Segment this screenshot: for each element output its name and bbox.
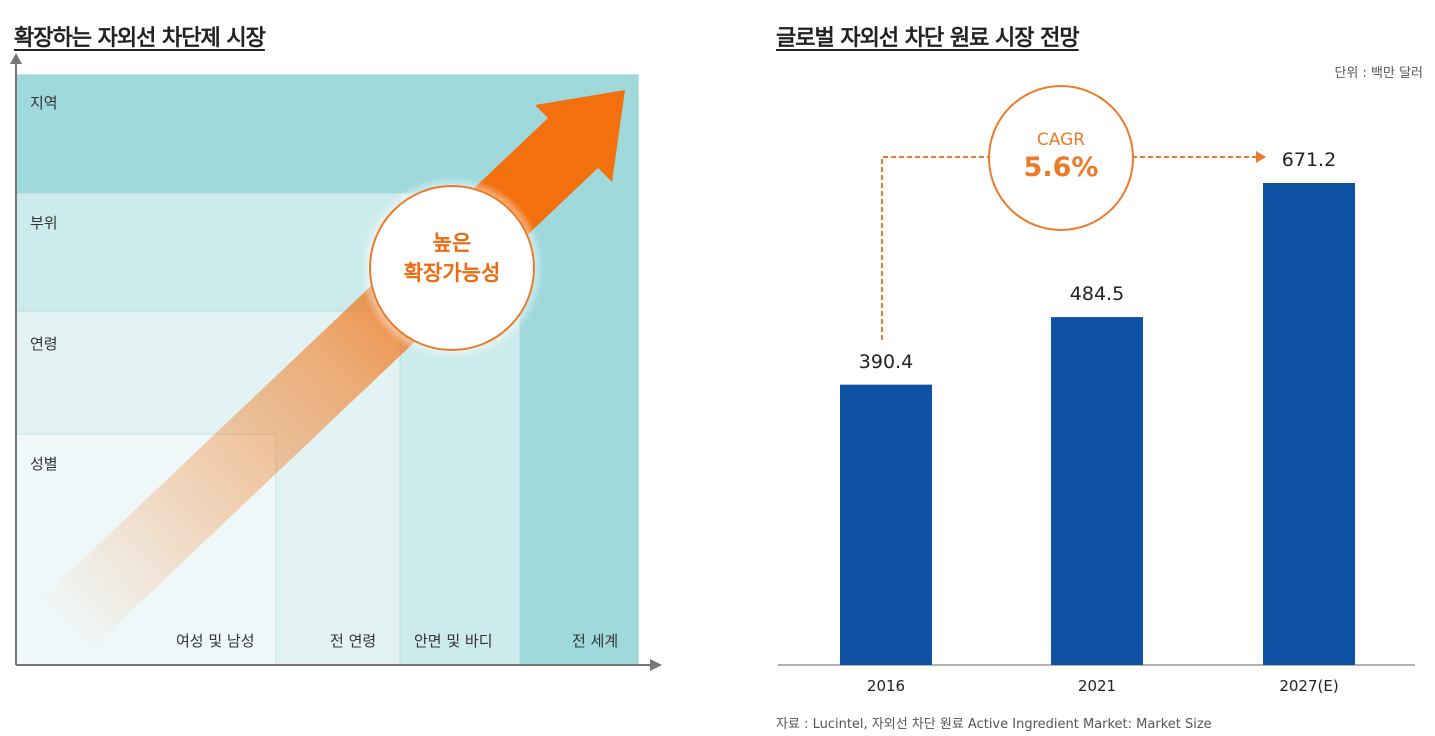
- expansion-diagram: [10, 53, 662, 671]
- value-label: 671.2: [1281, 149, 1337, 171]
- cagr-arrowhead: [1256, 151, 1266, 163]
- col-label-age: 전 연령: [330, 632, 377, 650]
- x-tick-label: 2027(E): [1279, 677, 1339, 695]
- row-label-gender: 성별: [30, 455, 58, 473]
- unit-label: 단위 : 백만 달러: [1334, 66, 1423, 81]
- right-title: 글로벌 자외선 차단 원료 시장 전망: [776, 26, 1080, 51]
- value-label: 484.5: [1069, 283, 1125, 306]
- expansion-badge: [369, 185, 535, 351]
- badge-line-2: 확장가능성: [403, 261, 501, 285]
- col-label-body: 안면 및 바디: [414, 632, 493, 650]
- y-axis-arrowhead: [10, 53, 22, 64]
- x-tick-label: 2021: [1077, 677, 1117, 695]
- cagr-circle: [988, 85, 1134, 231]
- badge-line-1: 높은: [432, 231, 472, 255]
- badge-text: 높은 확장가능성: [372, 228, 532, 288]
- value-label: 390.4: [858, 350, 914, 373]
- bar-2016: [840, 384, 932, 665]
- x-axis-arrowhead: [650, 659, 662, 671]
- cagr-value: 5.6%: [1023, 152, 1099, 183]
- col-label-gender: 여성 및 남성: [176, 632, 255, 650]
- x-tick-label: 2016: [866, 677, 906, 695]
- left-title: 확장하는 자외선 차단제 시장: [14, 26, 266, 51]
- cagr-connector-left: [881, 156, 990, 340]
- row-label-age: 연령: [30, 335, 58, 353]
- row-label-area: 부위: [30, 214, 58, 232]
- bar-2021: [1051, 317, 1143, 665]
- source-note: 자료 : Lucintel, 자외선 차단 원료 Active Ingredie…: [776, 717, 1212, 732]
- cagr-label: CAGR: [1036, 130, 1086, 150]
- row-label-region: 지역: [30, 94, 58, 112]
- col-label-world: 전 세계: [572, 632, 619, 650]
- bar-2027(E): [1263, 183, 1355, 665]
